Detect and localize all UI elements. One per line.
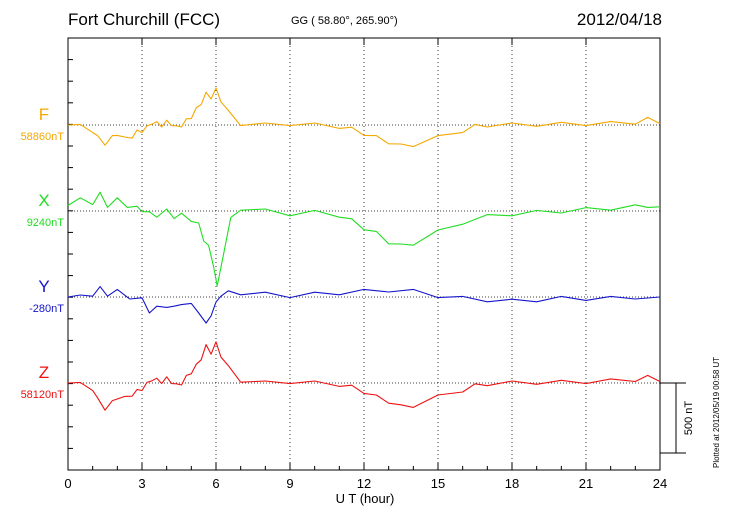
station-title: Fort Churchill (FCC) [68, 10, 221, 29]
series-baseline-y: -280nT [29, 303, 64, 315]
x-axis-label: U T (hour) [336, 491, 395, 506]
series-line-x [67, 191, 661, 287]
series-baseline-x: 9240nT [27, 217, 65, 229]
series-label-x: X [38, 191, 49, 210]
x-tick-label: 9 [286, 476, 293, 491]
x-tick-label: 18 [505, 476, 519, 491]
series-label-y: Y [38, 277, 49, 296]
x-tick-label: 6 [212, 476, 219, 491]
series-baseline-f: 58860nT [21, 131, 65, 143]
series-label-f: F [39, 105, 49, 124]
series-line-z [67, 341, 661, 411]
station-coordinates: GG ( 58.80°, 265.90°) [291, 15, 398, 27]
series-baseline-z: 58120nT [21, 389, 65, 401]
x-tick-label: 12 [357, 476, 371, 491]
x-tick-label: 3 [138, 476, 145, 491]
chart-date: 2012/04/18 [576, 10, 662, 29]
x-tick-label: 15 [431, 476, 445, 491]
x-tick-label: 0 [64, 476, 71, 491]
series-label-z: Z [39, 363, 49, 382]
x-tick-label: 21 [579, 476, 593, 491]
series-line-y [67, 286, 661, 324]
scale-bar-label: 500 nT [683, 401, 695, 436]
series-line-f [67, 87, 661, 148]
x-tick-label: 24 [653, 476, 667, 491]
